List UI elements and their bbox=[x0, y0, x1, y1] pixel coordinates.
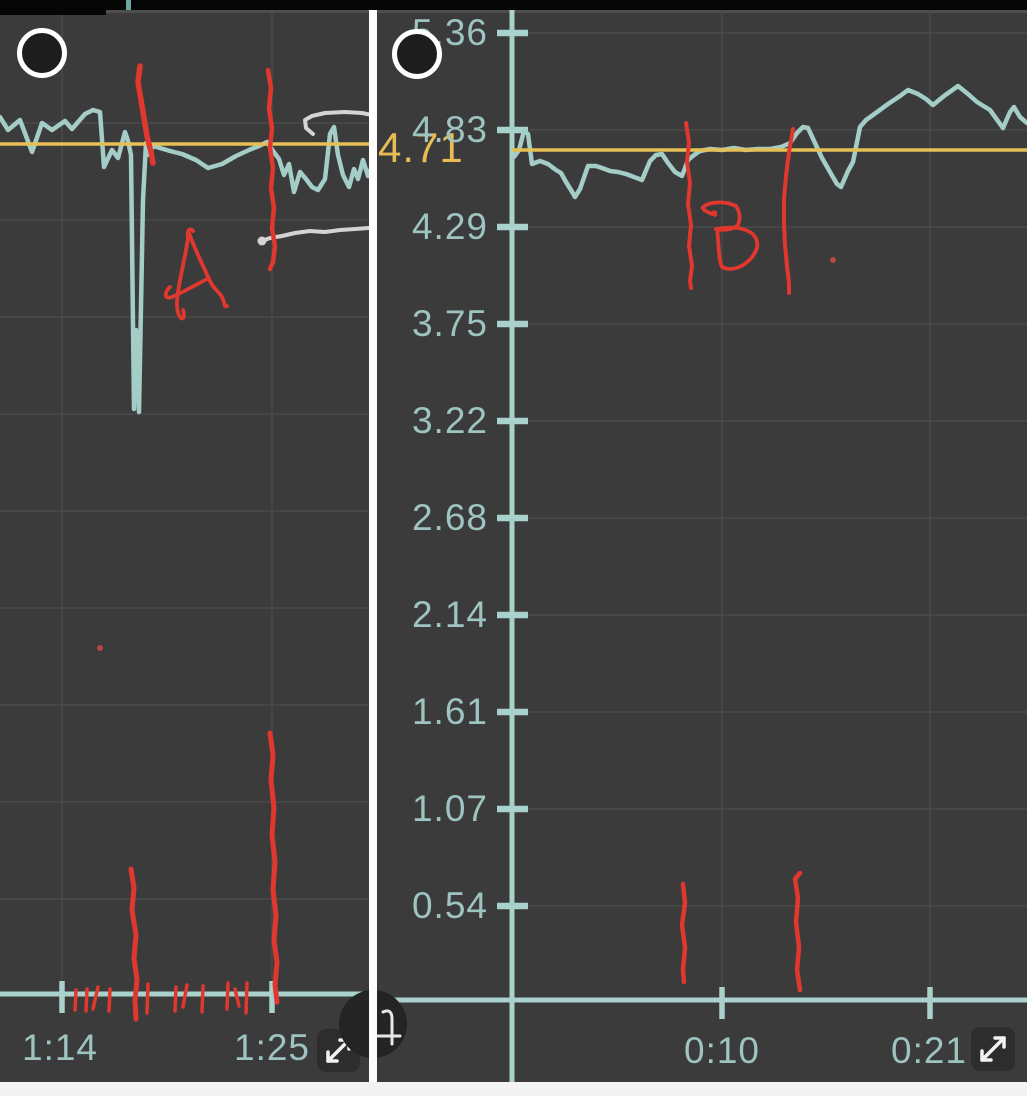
red-ink-stroke bbox=[244, 981, 249, 1015]
y-axis-label: 2.14 bbox=[411, 594, 488, 635]
y-axis-label: 4.29 bbox=[411, 206, 488, 247]
red-ink-stroke bbox=[233, 987, 241, 1008]
red-ink-stroke bbox=[84, 987, 89, 1013]
white-reference-upper bbox=[303, 110, 369, 136]
letter-a-annotation bbox=[163, 277, 209, 300]
y-axis-label: 4.83 bbox=[411, 109, 488, 150]
expand-arrows-icon bbox=[980, 1036, 1006, 1062]
red-ink-stroke bbox=[128, 866, 140, 1022]
top-strip-axis-tick bbox=[126, 0, 131, 10]
red-dot bbox=[97, 645, 103, 651]
letter-b-annotation bbox=[715, 225, 760, 271]
red-ink-stroke bbox=[145, 982, 150, 1015]
red-ink-stroke bbox=[181, 983, 189, 1009]
red-ink-stroke bbox=[173, 985, 178, 1013]
top-strip-corner bbox=[0, 0, 106, 15]
red-ink-stroke bbox=[225, 981, 230, 1011]
x-axis-label: 0:21 bbox=[890, 1030, 968, 1071]
letter-a-annotation bbox=[175, 227, 195, 321]
crop-icon bbox=[377, 1009, 402, 1046]
x-axis-label: 1:14 bbox=[21, 1027, 99, 1068]
red-ink-stroke bbox=[267, 730, 280, 1005]
y-axis-label: 1.07 bbox=[411, 788, 488, 829]
overlay-circle-button-left[interactable] bbox=[17, 28, 67, 78]
red-dot bbox=[830, 257, 836, 263]
red-ink-stroke bbox=[782, 127, 795, 295]
right-chart-panel[interactable] bbox=[377, 10, 1027, 1082]
red-ink-stroke bbox=[792, 870, 803, 993]
red-ink-stroke bbox=[200, 984, 205, 1014]
red-ink-stroke bbox=[679, 881, 688, 985]
expand-arrows-icon bbox=[326, 1050, 339, 1063]
red-ink-stroke bbox=[91, 985, 100, 1011]
white-reference-lower bbox=[260, 226, 369, 243]
y-axis-label: 0.54 bbox=[411, 885, 488, 926]
white-line-endpoint-dot bbox=[257, 236, 267, 246]
series-line-main bbox=[511, 83, 1027, 200]
letter-b-annotation bbox=[710, 210, 718, 217]
panel-divider bbox=[369, 10, 377, 1082]
right-chart[interactable] bbox=[377, 10, 1027, 1082]
red-ink-stroke bbox=[684, 121, 694, 290]
y-axis-label: 2.68 bbox=[411, 497, 488, 538]
top-strip bbox=[0, 0, 1027, 10]
series-line-main bbox=[0, 107, 369, 415]
y-axis-label: 1.61 bbox=[411, 691, 488, 732]
y-axis-label: 3.75 bbox=[411, 303, 488, 344]
x-axis-label: 0:10 bbox=[683, 1030, 761, 1071]
letter-a-annotation bbox=[187, 231, 229, 309]
red-ink-stroke bbox=[73, 988, 78, 1012]
letter-b-annotation bbox=[700, 200, 742, 232]
x-axis-label: 1:25 bbox=[233, 1027, 311, 1068]
expand-button[interactable] bbox=[971, 1027, 1015, 1071]
y-axis-label: 3.22 bbox=[411, 400, 488, 441]
red-ink-stroke bbox=[135, 63, 156, 166]
left-chart[interactable] bbox=[0, 10, 369, 1082]
overlay-circle-button-right[interactable] bbox=[392, 29, 442, 79]
expand-arrows-icon bbox=[980, 1049, 993, 1062]
red-ink-stroke bbox=[107, 987, 112, 1013]
red-ink-stroke bbox=[265, 67, 278, 272]
left-chart-panel[interactable] bbox=[0, 10, 369, 1082]
avg-line-label: 4.71 bbox=[378, 124, 464, 171]
expand-arrows-icon bbox=[993, 1036, 1006, 1049]
